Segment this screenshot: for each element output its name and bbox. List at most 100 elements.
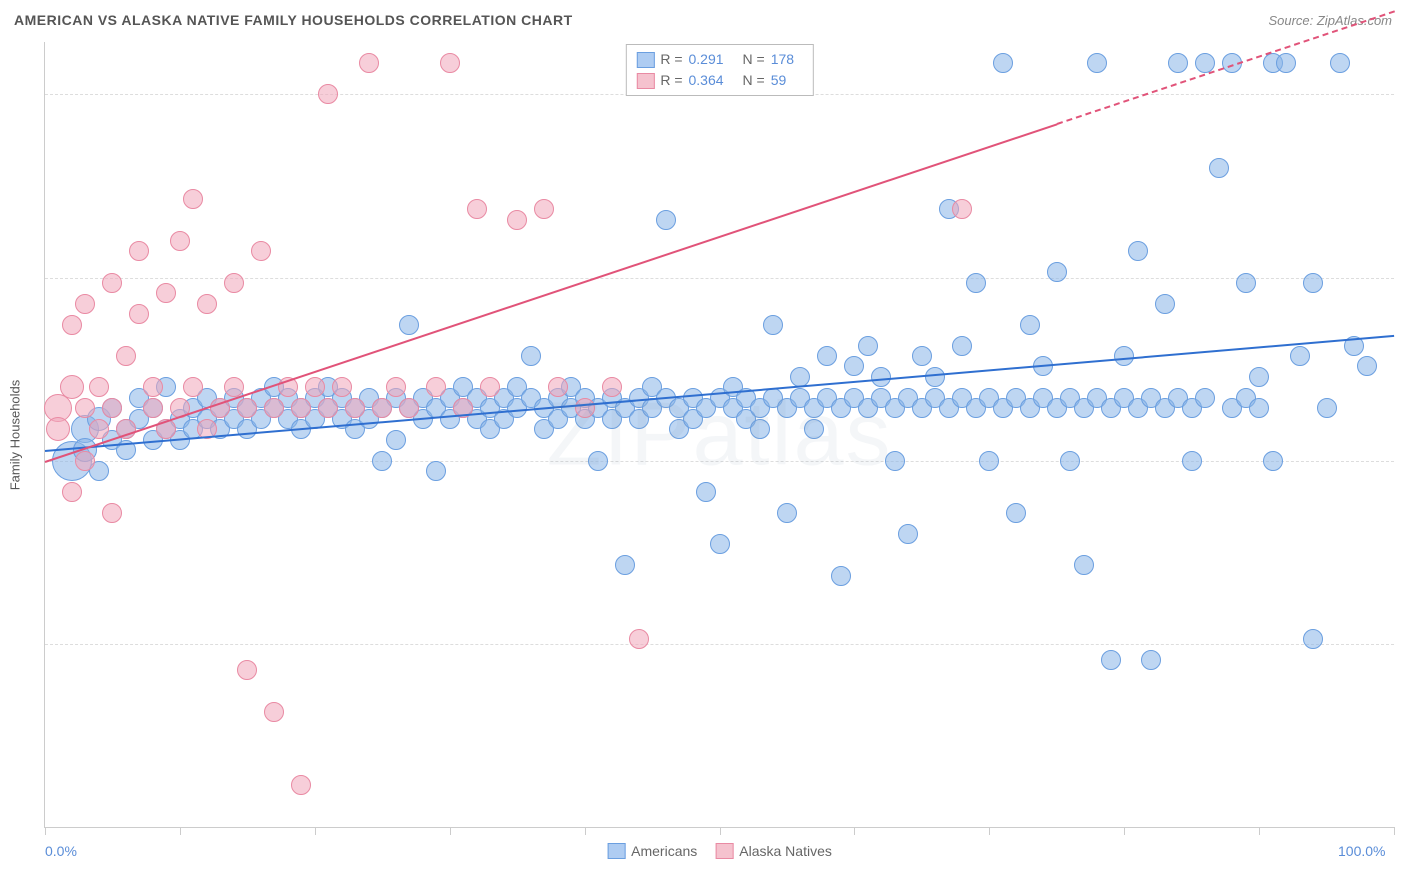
data-point [102,273,122,293]
r-value: 0.291 [689,49,737,70]
data-point [480,377,500,397]
data-point [156,283,176,303]
legend-swatch [636,73,654,89]
data-point [804,419,824,439]
data-point [399,315,419,335]
r-value: 0.364 [689,70,737,91]
data-point [1168,53,1188,73]
data-point [60,375,84,399]
data-point [237,660,257,680]
data-point [251,241,271,261]
y-tick-label: 82.5% [1402,270,1406,286]
data-point [858,336,878,356]
x-tick [1259,827,1260,835]
data-point [224,273,244,293]
data-point [359,53,379,73]
gridline [45,278,1394,279]
data-point [548,377,568,397]
data-point [426,461,446,481]
data-point [602,377,622,397]
data-point [979,451,999,471]
data-point [291,775,311,795]
data-point [1303,273,1323,293]
data-point [183,377,203,397]
data-point [912,346,932,366]
data-point [521,346,541,366]
n-value: 178 [771,49,803,70]
n-label: N = [743,49,765,70]
data-point [710,534,730,554]
series-legend-item: Alaska Natives [715,843,832,859]
chart-source: Source: ZipAtlas.com [1268,13,1392,28]
data-point [615,555,635,575]
data-point [575,398,595,418]
data-point [386,377,406,397]
data-point [62,315,82,335]
data-point [143,377,163,397]
data-point [386,430,406,450]
data-point [1101,650,1121,670]
data-point [1182,451,1202,471]
data-point [197,294,217,314]
data-point [345,398,365,418]
data-point [925,367,945,387]
data-point [777,503,797,523]
data-point [1303,629,1323,649]
x-tick-label: 100.0% [1338,843,1385,859]
data-point [89,419,109,439]
data-point [75,398,95,418]
data-point [1317,398,1337,418]
x-tick [1124,827,1125,835]
x-tick [180,827,181,835]
legend-swatch [636,52,654,68]
data-point [372,451,392,471]
x-tick [585,827,586,835]
r-label: R = [660,70,682,91]
series-legend-item: Americans [607,843,697,859]
n-label: N = [743,70,765,91]
data-point [426,377,446,397]
x-tick [45,827,46,835]
data-point [62,482,82,502]
data-point [817,346,837,366]
data-point [1087,53,1107,73]
data-point [507,210,527,230]
data-point [1249,398,1269,418]
series-legend-label: Alaska Natives [739,843,832,859]
stats-legend: R = 0.291 N = 178 R = 0.364 N = 59 [625,44,813,96]
data-point [399,398,419,418]
plot-surface: 47.5%65.0%82.5%100.0%0.0%100.0% [45,42,1394,827]
data-point [318,398,338,418]
data-point [46,417,70,441]
data-point [440,53,460,73]
data-point [129,241,149,261]
data-point [534,199,554,219]
data-point [1263,451,1283,471]
data-point [1155,294,1175,314]
gridline [45,644,1394,645]
data-point [75,294,95,314]
data-point [291,398,311,418]
data-point [102,503,122,523]
r-label: R = [660,49,682,70]
data-point [1195,388,1215,408]
data-point [318,84,338,104]
n-value: 59 [771,70,803,91]
chart-title: AMERICAN VS ALASKA NATIVE FAMILY HOUSEHO… [14,12,573,28]
data-point [102,398,122,418]
x-tick-label: 0.0% [45,843,77,859]
data-point [129,304,149,324]
x-tick [1394,827,1395,835]
data-point [750,419,770,439]
stats-legend-row: R = 0.291 N = 178 [636,49,802,70]
data-point [1047,262,1067,282]
data-point [1236,273,1256,293]
data-point [75,451,95,471]
series-legend-label: Americans [631,843,697,859]
data-point [966,273,986,293]
y-tick-label: 100.0% [1402,86,1406,102]
x-tick [315,827,316,835]
data-point [898,524,918,544]
data-point [1006,503,1026,523]
series-legend: Americans Alaska Natives [607,843,832,859]
